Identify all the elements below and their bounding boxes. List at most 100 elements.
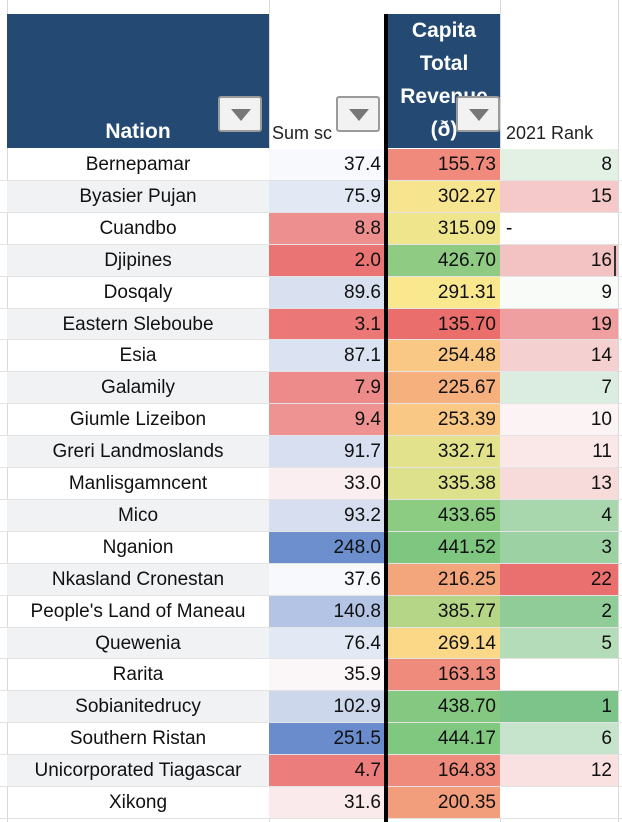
capita-revenue-cell[interactable]: 441.52 xyxy=(388,531,500,563)
nation-cell[interactable]: People's Land of Maneau xyxy=(30,600,246,622)
table-row[interactable]: Manlisgamncent 33.0 335.38 13 xyxy=(7,468,618,500)
sum-cell[interactable]: 37.6 xyxy=(269,563,385,595)
sum-cell[interactable]: 251.5 xyxy=(269,723,385,755)
rank-cell[interactable]: 10 xyxy=(500,404,618,436)
rank-cell[interactable]: 14 xyxy=(500,340,618,372)
table-row[interactable]: Galamily 7.9 225.67 7 xyxy=(7,372,618,404)
nation-cell[interactable]: Sobianitedrucy xyxy=(7,691,269,723)
sum-cell[interactable]: 140.8 xyxy=(269,595,385,627)
sum-cell[interactable]: 248.0 xyxy=(269,531,385,563)
sum-cell[interactable]: 76.4 xyxy=(269,627,385,659)
capita-revenue-cell[interactable]: 315.09 xyxy=(388,212,500,244)
table-row[interactable]: Eastern Sleboube 3.1 135.70 19 xyxy=(7,308,618,341)
rank-cell[interactable]: 12 xyxy=(500,755,618,787)
rank-cell[interactable]: 9 xyxy=(500,276,618,308)
nation-cell[interactable]: Bernepamar xyxy=(85,154,191,175)
nation-cell[interactable]: Byasier Pujan xyxy=(7,180,269,212)
rank-cell[interactable]: 2 xyxy=(500,595,618,627)
rank-cell[interactable]: 7 xyxy=(500,372,618,404)
capita-revenue-cell[interactable]: 433.65 xyxy=(388,499,500,531)
rank-cell[interactable]: 6 xyxy=(500,723,618,755)
rank-cell[interactable]: 16 xyxy=(500,244,618,276)
sum-cell[interactable]: 2.0 xyxy=(269,244,385,276)
nation-cell[interactable]: Xikong xyxy=(108,792,168,813)
nation-cell[interactable]: Nganion xyxy=(102,536,174,558)
capita-revenue-cell[interactable]: 200.35 xyxy=(388,787,500,818)
table-row[interactable]: Dosqaly 89.6 291.31 9 xyxy=(7,276,618,309)
nation-cell[interactable]: Eastern Sleboube xyxy=(7,308,269,340)
sum-cell[interactable]: 8.8 xyxy=(269,212,385,244)
capita-revenue-cell[interactable]: 385.77 xyxy=(388,595,500,627)
rank-cell[interactable]: 1 xyxy=(500,691,618,723)
capita-revenue-cell[interactable]: 163.13 xyxy=(388,659,500,691)
sum-cell[interactable]: 75.9 xyxy=(269,180,385,212)
sum-cell[interactable]: 89.6 xyxy=(269,276,385,308)
table-row[interactable]: Unicorporated Tiagascar 4.7 164.83 12 xyxy=(7,755,618,787)
sum-cell[interactable]: 31.6 xyxy=(269,787,385,818)
rank-cell[interactable]: 8 xyxy=(500,149,618,180)
capita-revenue-cell[interactable]: 332.71 xyxy=(388,436,500,468)
nation-cell[interactable]: Nkasland Cronestan xyxy=(7,563,269,595)
capita-revenue-cell[interactable]: 225.67 xyxy=(388,372,500,404)
table-row[interactable]: Sobianitedrucy 102.9 438.70 1 xyxy=(7,691,618,723)
rank-cell[interactable]: 3 xyxy=(500,531,618,563)
nation-cell[interactable]: Giumle Lizeibon xyxy=(69,409,207,431)
rank-cell[interactable] xyxy=(500,659,618,691)
nation-cell[interactable]: Manlisgamncent xyxy=(68,473,208,494)
capita-revenue-cell[interactable]: 216.25 xyxy=(388,563,500,595)
capita-revenue-cell[interactable]: 269.14 xyxy=(388,627,500,659)
rank-cell[interactable]: 19 xyxy=(500,308,618,340)
filter-dropdown-sum[interactable] xyxy=(336,96,380,132)
capita-revenue-cell[interactable]: 444.17 xyxy=(388,723,500,755)
rank-cell[interactable]: 22 xyxy=(500,563,618,595)
table-row[interactable]: Giumle Lizeibon 9.4 253.39 10 xyxy=(7,404,618,436)
rank-cell[interactable]: 13 xyxy=(500,468,618,499)
table-row[interactable]: Xikong 31.6 200.35 xyxy=(7,787,618,819)
nation-cell[interactable]: Quewenia xyxy=(7,627,269,659)
sum-cell[interactable]: 87.1 xyxy=(269,340,385,372)
capita-revenue-cell[interactable]: 164.83 xyxy=(388,755,500,787)
table-row[interactable]: Cuandbo 8.8 315.09- xyxy=(7,212,618,245)
sum-cell[interactable]: 35.9 xyxy=(269,659,385,691)
table-row[interactable]: Greri Landmoslands 91.7 332.71 11 xyxy=(7,436,618,468)
capita-revenue-cell[interactable]: 291.31 xyxy=(388,276,500,308)
header-sum[interactable]: Sum sc xyxy=(269,0,385,148)
nation-cell[interactable]: Greri Landmoslands xyxy=(7,436,269,468)
table-row[interactable]: Quewenia 76.4 269.14 5 xyxy=(7,627,618,660)
capita-revenue-cell[interactable]: 302.27 xyxy=(388,180,500,212)
sum-cell[interactable]: 4.7 xyxy=(269,755,385,787)
rank-cell[interactable]: 11 xyxy=(500,436,618,468)
header-rank[interactable]: 2021 Rank xyxy=(500,0,618,148)
nation-cell[interactable]: Djipines xyxy=(7,244,269,276)
rank-cell[interactable]: 5 xyxy=(500,627,618,659)
table-row[interactable]: Nganion 248.0 441.52 3 xyxy=(7,531,618,564)
nation-cell[interactable]: Unicorporated Tiagascar xyxy=(7,755,269,787)
capita-revenue-cell[interactable]: 254.48 xyxy=(388,340,500,372)
header-capita-total-revenue[interactable]: Capita Total Revenue (ð) xyxy=(388,14,500,148)
rank-cell[interactable]: 15 xyxy=(500,180,618,212)
sum-cell[interactable]: 3.1 xyxy=(269,308,385,340)
sum-cell[interactable]: 33.0 xyxy=(269,468,385,499)
nation-cell[interactable]: Esia xyxy=(119,345,157,367)
table-row[interactable]: Esia 87.1 254.48 14 xyxy=(7,340,618,372)
nation-cell[interactable]: Rarita xyxy=(112,664,164,686)
capita-revenue-cell[interactable]: 438.70 xyxy=(388,691,500,723)
rank-cell[interactable] xyxy=(500,787,618,818)
sum-cell[interactable]: 91.7 xyxy=(269,436,385,468)
sum-cell[interactable]: 93.2 xyxy=(269,499,385,531)
table-row[interactable]: Bernepamar 37.4 155.73 8 xyxy=(7,149,618,181)
nation-cell[interactable]: Southern Ristan xyxy=(69,728,207,750)
capita-revenue-cell[interactable]: 253.39 xyxy=(388,404,500,436)
capita-revenue-cell[interactable]: 335.38 xyxy=(388,468,500,499)
capita-revenue-cell[interactable]: 426.70 xyxy=(388,244,500,276)
table-row[interactable]: Nkasland Cronestan 37.6 216.25 22 xyxy=(7,563,618,596)
table-row[interactable]: Southern Ristan 251.5 444.17 6 xyxy=(7,723,618,755)
header-nation[interactable]: Nation xyxy=(7,14,269,148)
filter-dropdown-capita[interactable] xyxy=(456,96,500,132)
filter-dropdown-nation[interactable] xyxy=(218,96,262,132)
table-row[interactable]: Djipines 2.0 426.70 16 xyxy=(7,244,618,277)
sum-cell[interactable]: 9.4 xyxy=(269,404,385,436)
sum-cell[interactable]: 102.9 xyxy=(269,691,385,723)
capita-revenue-cell[interactable]: 135.70 xyxy=(388,308,500,340)
sum-cell[interactable]: 37.4 xyxy=(269,149,385,180)
